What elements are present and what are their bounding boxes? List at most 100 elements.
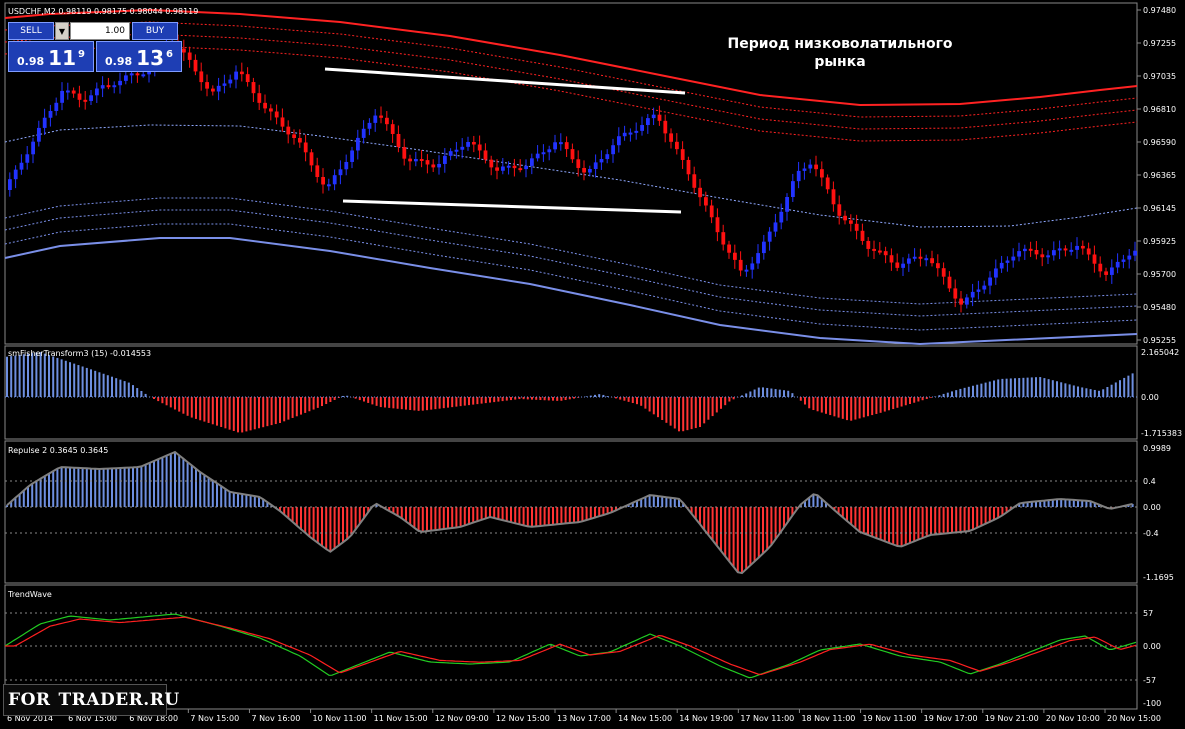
candle-body [889,255,894,263]
candle-body [634,130,639,133]
candle-body [118,80,122,86]
candle-body [570,149,575,160]
repulse-title: Repulse 2 0.3645 0.3645 [8,446,108,455]
candle-body [988,277,992,286]
panel-frame [4,2,1138,345]
candle-body [831,189,836,205]
candle-body [1075,245,1079,250]
sell-button[interactable]: SELL [8,22,54,40]
candle-body [599,159,604,163]
candle-body [408,158,412,162]
candle-body [611,145,615,155]
trendwave-axis-label: -100 [1143,699,1161,708]
candle-body [738,259,743,271]
candle-body [535,153,540,159]
buy-button[interactable]: BUY [132,22,178,40]
candle-body [332,175,337,185]
candle-body [733,252,737,260]
time-axis-label: 14 Nov 15:00 [618,714,672,723]
candle-body [112,85,117,88]
fortrader-logo: FOR TRADER.RU [3,684,179,716]
one-click-trade-panel: SELL ▼ BUY 0.98 11 9 0.98 13 6 [8,19,182,74]
candle-body [303,142,308,153]
candle-body [930,258,934,264]
candle-body [443,155,447,164]
buy-price-button[interactable]: 0.98 13 6 [96,41,182,72]
time-axis-label: 20 Nov 15:00 [1107,714,1161,723]
candle-body [460,146,465,150]
candle-body [837,204,842,216]
candle-body [495,167,499,171]
candle-body [1040,254,1045,258]
candle-body [338,169,343,176]
time-axis-label: 18 Nov 11:00 [801,714,855,723]
price-axis-label: 0.95480 [1143,303,1176,312]
lot-size-input[interactable] [70,22,130,40]
candle-body [854,223,859,231]
candle-body [25,154,30,163]
candle-body [42,117,47,128]
candle-body [245,74,250,83]
candle-body [657,114,662,121]
candle-body [501,166,505,171]
candle-body [135,73,140,76]
candle-body [878,250,882,253]
candle-body [1081,245,1085,249]
lower-band-dotted [4,197,1138,305]
chevron-down-icon[interactable]: ▼ [55,22,69,40]
candle-body [66,90,70,93]
candle-body [31,141,35,155]
fisher-axis-label: 0.00 [1141,393,1159,402]
candle-body [593,162,598,169]
price-axis-label: 0.97480 [1143,6,1176,15]
candle-body [709,205,714,218]
annotation-line2: рынка [814,54,866,70]
candle-body [686,159,691,175]
candle-body [141,74,146,77]
candle-body [506,165,511,168]
candle-body [321,176,325,185]
sell-price-button[interactable]: 0.98 11 9 [8,41,94,72]
candle-body [257,93,262,103]
candle-body [1052,250,1056,256]
candle-body [1133,250,1137,256]
candle-body [744,269,749,272]
candle-body [785,196,789,212]
trendwave-axis-label: 0.00 [1143,642,1161,651]
time-axis-label: 14 Nov 19:00 [679,714,733,723]
candle-body [582,167,586,173]
candle-body [982,285,987,290]
candle-body [477,144,482,151]
candle-body [48,110,53,118]
candle-body [292,134,296,139]
price-axis-label: 0.95925 [1143,237,1176,246]
trendwave-axis-label: 57 [1143,609,1153,618]
candle-body [704,197,708,206]
candle-body [309,152,314,166]
candle-body [750,263,755,270]
candle-body [622,132,627,137]
time-axis-label: 20 Nov 10:00 [1046,714,1100,723]
candle-body [298,138,302,143]
candle-body [820,169,824,178]
candle-body [524,165,528,170]
fisher-axis-label: 2.165042 [1141,348,1179,357]
candle-body [8,179,12,190]
candle-body [385,117,389,125]
time-axis-label: 6 Nov 2014 [7,714,53,723]
time-axis-label: 6 Nov 18:00 [129,714,178,723]
candle-body [100,85,105,89]
candle-body [327,184,331,187]
candle-body [425,160,430,165]
candle-body [779,211,784,223]
candle-body [727,244,731,253]
candle-body [628,132,633,135]
lower-band [4,237,1138,346]
candle-body [1005,260,1010,263]
candle-body [211,88,215,92]
candle-body [663,120,668,134]
repulse-axis-label: 0.9989 [1143,444,1171,453]
candle-body [234,71,238,80]
candle-body [912,256,917,259]
